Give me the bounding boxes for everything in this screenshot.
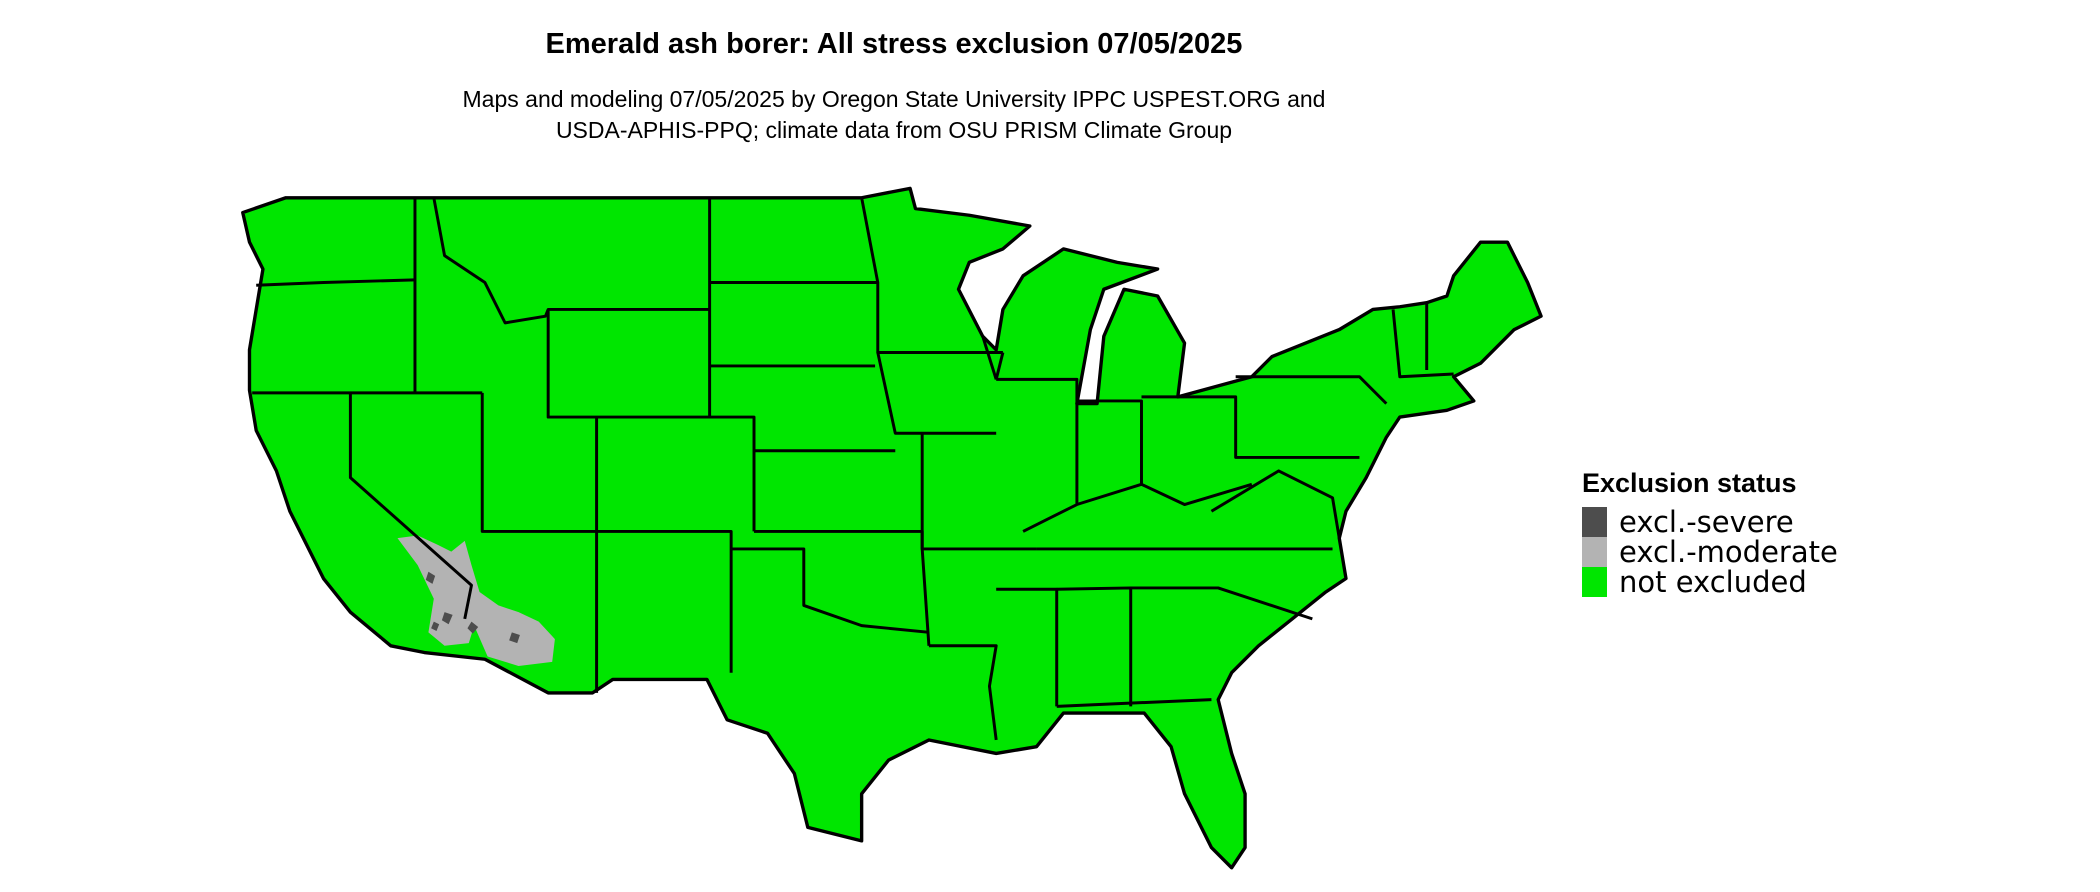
legend-label: excl.-moderate [1619,535,1838,569]
state-borders [252,197,1454,741]
legend-label: excl.-severe [1619,505,1794,539]
subtitle-line-2: USDA-APHIS-PPQ; climate data from OSU PR… [555,117,1233,143]
us-outline [241,186,1543,870]
legend-item-moderate: excl.-moderate [1582,535,1838,569]
legend-swatch-severe [1582,507,1607,537]
legend-item-severe: excl.-severe [1582,505,1838,539]
legend-title: Exclusion status [1582,468,1797,498]
legend-swatch-moderate [1582,537,1607,567]
subtitle-line-1: Maps and modeling 07/05/2025 by Oregon S… [462,86,1326,112]
excluded-moderate-area [397,535,555,666]
legend-label: not excluded [1619,565,1807,599]
excluded-severe-area [425,571,520,644]
legend: Exclusion status excl.-severe excl.-mode… [1582,468,1838,599]
not-excluded-area [241,186,1543,870]
legend-swatch-not-excluded [1582,567,1607,597]
map-title: Emerald ash borer: All stress exclusion … [545,28,1243,60]
legend-item-not-excluded: not excluded [1582,565,1838,599]
